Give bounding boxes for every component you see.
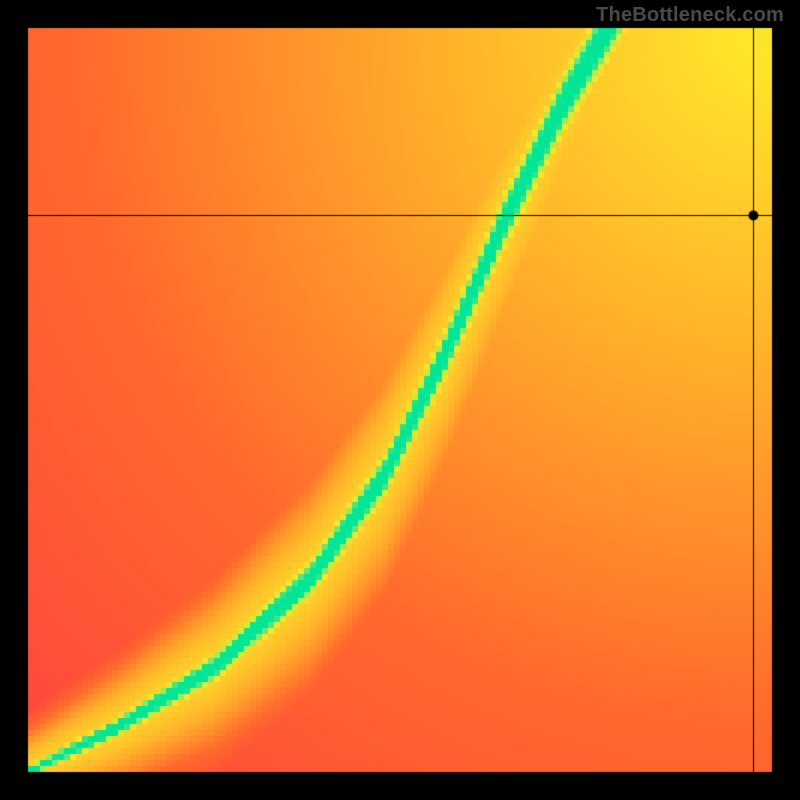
watermark-text: TheBottleneck.com	[596, 4, 784, 27]
chart-stage: TheBottleneck.com	[0, 0, 800, 800]
bottleneck-heatmap	[0, 0, 800, 800]
